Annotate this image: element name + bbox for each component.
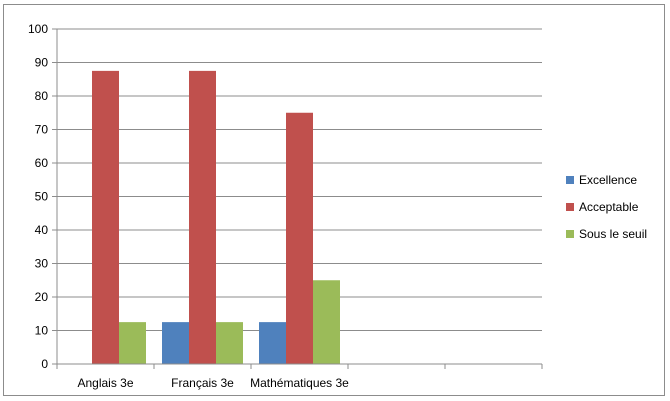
legend-swatch (566, 176, 574, 184)
bar-excellence (162, 322, 189, 364)
y-tick-label: 0 (41, 357, 48, 371)
y-tick-labels: 0 10 20 30 40 50 60 70 80 90 100 (28, 22, 48, 371)
y-tick-label: 70 (35, 123, 49, 137)
y-tick-label: 40 (35, 223, 49, 237)
legend-label: Sous le seuil (579, 227, 647, 241)
bar-acceptable (189, 70, 216, 364)
x-category-label: Français 3e (171, 376, 234, 390)
axes (52, 28, 543, 369)
legend-swatch (566, 230, 574, 238)
bar-acceptable (286, 112, 313, 364)
y-tick-label: 50 (35, 190, 49, 204)
x-category-label: Mathématiques 3e (250, 376, 349, 390)
y-tick-label: 80 (35, 89, 49, 103)
bar-excellence (259, 322, 286, 364)
legend: Excellence Acceptable Sous le seuil (566, 173, 647, 241)
y-tick-label: 60 (35, 156, 49, 170)
bars (92, 70, 340, 364)
y-tick-label: 10 (35, 324, 49, 338)
legend-label: Acceptable (579, 200, 639, 214)
x-category-label: Anglais 3e (77, 376, 133, 390)
legend-swatch (566, 203, 574, 211)
y-tick-label: 20 (35, 290, 49, 304)
y-tick-label: 90 (35, 56, 49, 70)
bar-acceptable (92, 70, 119, 364)
legend-label: Excellence (579, 173, 637, 187)
y-tick-label: 30 (35, 257, 49, 271)
bar-sous-le-seuil (216, 322, 243, 364)
x-category-labels: Anglais 3e Français 3e Mathématiques 3e (77, 376, 349, 390)
bar-sous-le-seuil (119, 322, 146, 364)
y-tick-label: 100 (28, 22, 48, 36)
bar-sous-le-seuil (313, 280, 340, 364)
